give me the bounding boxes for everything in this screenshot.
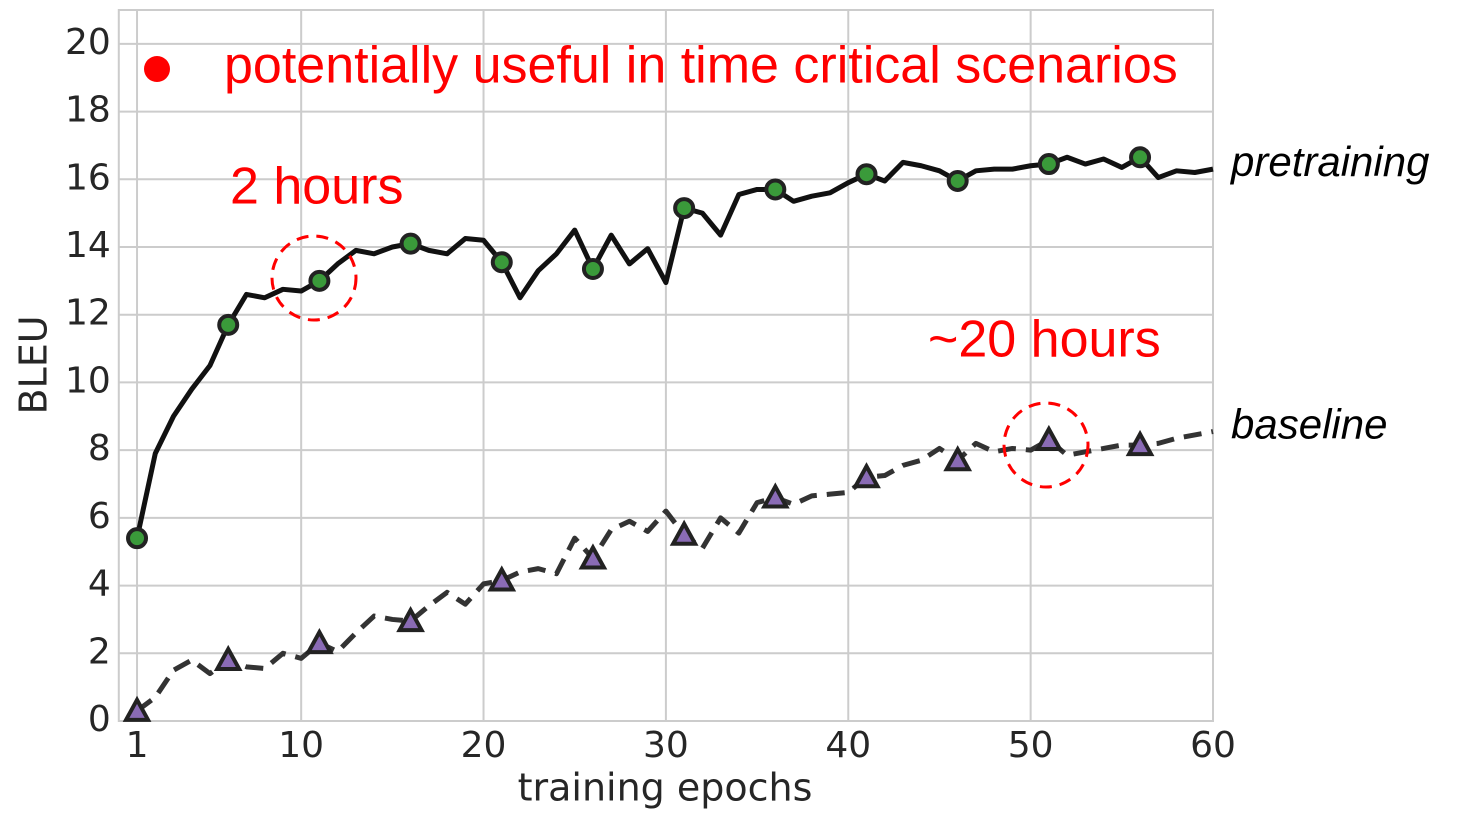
marker <box>122 695 152 722</box>
y-tick-label: 16 <box>65 157 111 198</box>
y-tick-label: 8 <box>88 428 111 469</box>
x-tick-label: 50 <box>1008 725 1054 766</box>
marker <box>855 163 878 186</box>
x-axis-label: training epochs <box>518 766 813 810</box>
annotation: ~20 hours <box>928 311 1161 369</box>
annotation: potentially useful in time critical scen… <box>224 37 1178 95</box>
marker <box>396 605 425 633</box>
y-tick-label: 10 <box>65 360 111 401</box>
marker <box>126 527 149 550</box>
marker <box>764 178 787 201</box>
x-tick-label: 60 <box>1190 725 1236 766</box>
y-tick-label: 0 <box>88 699 111 740</box>
y-tick-label: 2 <box>88 631 111 672</box>
y-tick-label: 6 <box>88 496 111 537</box>
marker <box>946 169 969 192</box>
marker <box>213 644 243 672</box>
marker <box>852 462 881 489</box>
x-tick-label: 30 <box>643 725 689 766</box>
marker <box>1129 146 1152 169</box>
marker <box>305 627 334 655</box>
marker <box>490 251 513 274</box>
marker <box>1125 429 1155 457</box>
y-axis-label: BLEU <box>12 315 56 414</box>
series-line <box>135 429 1214 713</box>
highlight-circle <box>1002 401 1090 489</box>
series-label: baseline <box>1231 401 1387 448</box>
marker <box>1034 424 1064 451</box>
annotation: 2 hours <box>230 158 403 216</box>
x-tick-label: 1 <box>126 725 149 766</box>
y-tick-label: 4 <box>88 564 111 605</box>
marker <box>217 313 240 336</box>
x-tick-label: 40 <box>825 725 871 766</box>
x-tick-label: 10 <box>278 725 324 766</box>
y-tick-label: 14 <box>65 225 111 266</box>
marker <box>578 543 608 570</box>
series-label: pretraining <box>1229 138 1429 185</box>
marker <box>581 258 604 281</box>
marker <box>308 269 331 292</box>
bullet <box>144 56 170 82</box>
marker <box>399 232 422 255</box>
x-tick-label: 20 <box>461 725 507 766</box>
y-tick-label: 12 <box>65 293 111 334</box>
marker <box>760 482 790 509</box>
marker <box>943 445 973 472</box>
marker <box>487 565 517 592</box>
y-tick-label: 20 <box>65 22 111 63</box>
marker <box>1037 153 1060 176</box>
series-lines <box>122 146 1214 722</box>
marker <box>673 197 696 220</box>
highlight-circle <box>270 234 358 322</box>
grid <box>118 10 1214 722</box>
marker <box>669 519 699 546</box>
y-tick-label: 18 <box>65 90 111 131</box>
